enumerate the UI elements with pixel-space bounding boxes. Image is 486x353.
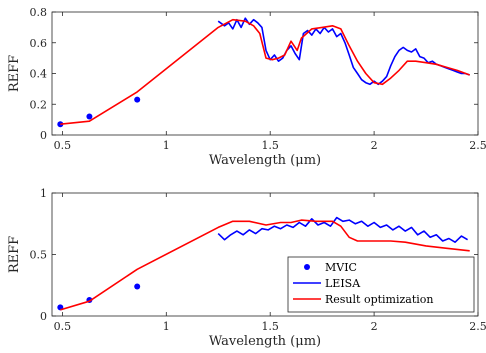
y-axis-label: REFF <box>7 55 22 92</box>
x-tick-label: 0.5 <box>54 139 72 152</box>
chart-panel-1: 0.5 1 1.5 2 2.5 0 0.2 0.4 0.6 0.8 Wavelength (μm) R… <box>7 6 486 168</box>
mvic-point <box>134 283 141 290</box>
legend-label-result-optimization: Result optimization <box>325 293 434 306</box>
mvic-point <box>134 96 141 103</box>
mvic-point <box>86 113 93 120</box>
plot-area <box>51 11 479 136</box>
x-tick-label: 0.5 <box>54 320 72 333</box>
result-optimization-line <box>60 219 470 311</box>
y-tick-label: 0.5 <box>30 249 48 262</box>
legend: MVIC LEISA Result optimization <box>287 256 475 313</box>
y-axis-label: REFF <box>7 236 22 273</box>
legend-label-leisa: LEISA <box>325 277 361 290</box>
y-tick-label: 0 <box>40 129 47 142</box>
y-tick-label: 0.4 <box>30 68 48 81</box>
result-optimization-line <box>60 18 470 125</box>
x-tick-label: 1 <box>163 320 170 333</box>
y-tick-label: 0 <box>40 310 47 323</box>
leisa-line <box>217 216 469 243</box>
y-tick-label: 0.2 <box>30 98 48 111</box>
chart-panel-2: 0.5 1 1.5 2 2.5 0 0.5 1 Wavelength (μm) REFF MVIC L… <box>7 187 486 349</box>
x-tick-label: 1.5 <box>261 320 279 333</box>
legend-label-mvic: MVIC <box>325 261 357 274</box>
legend-marker-mvic <box>304 264 310 270</box>
x-tick-label: 2 <box>371 139 378 152</box>
x-axis-label: Wavelength (μm) <box>209 153 321 168</box>
y-tick-label: 1 <box>40 187 47 200</box>
x-axis-label: Wavelength (μm) <box>209 334 321 349</box>
y-tick-label: 0.8 <box>30 6 48 19</box>
x-tick-label: 2.5 <box>469 139 486 152</box>
legend-box <box>287 256 475 313</box>
y-tick-label: 0.6 <box>30 37 48 50</box>
x-tick-label: 2.5 <box>469 320 486 333</box>
x-tick-label: 1.5 <box>261 139 279 152</box>
x-tick-label: 1 <box>163 139 170 152</box>
x-tick-label: 2 <box>371 320 378 333</box>
